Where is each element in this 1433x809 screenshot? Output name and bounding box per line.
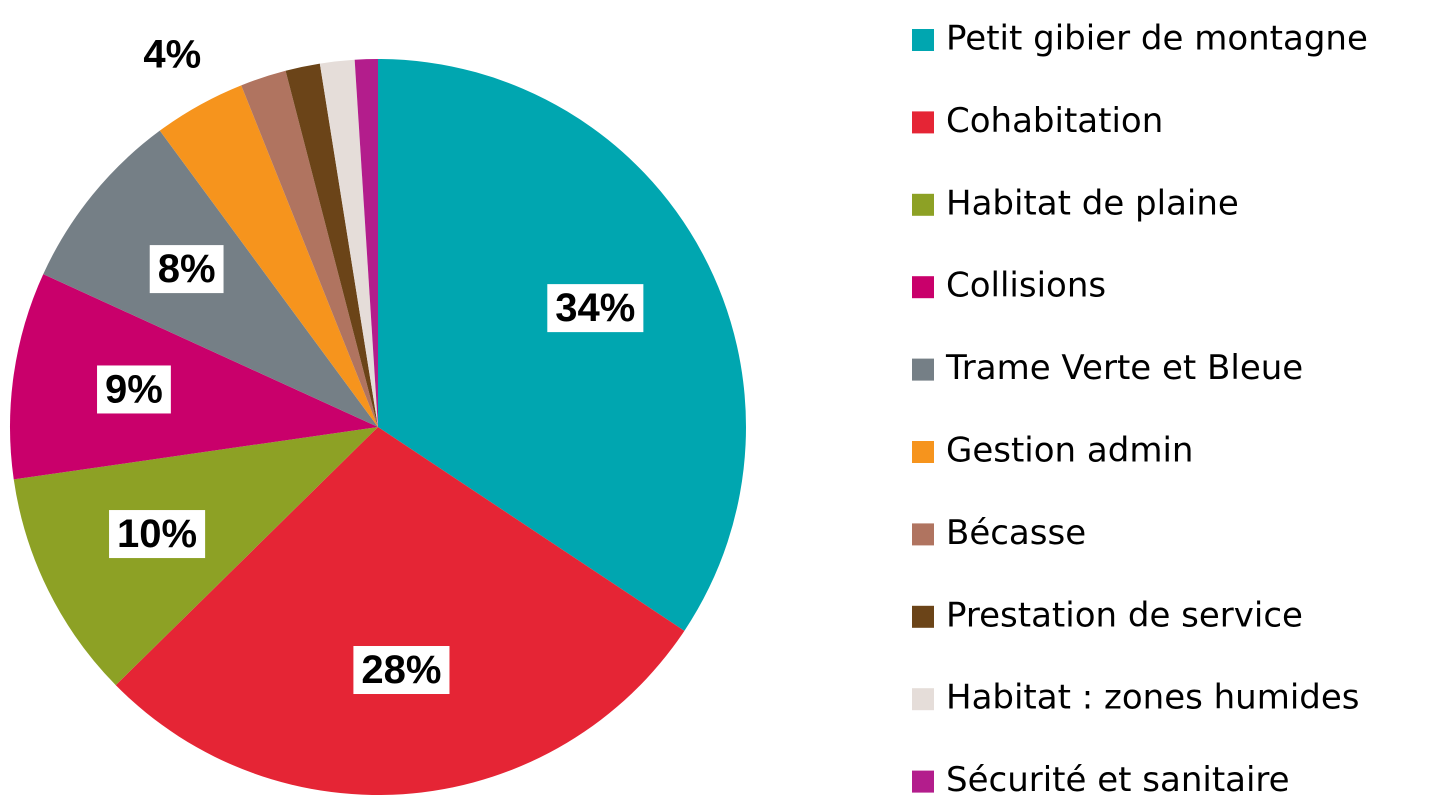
legend-label: Trame Verte et Bleue — [945, 348, 1303, 388]
data-label-group: 9% — [97, 365, 171, 414]
legend-swatch — [912, 29, 934, 51]
pie-slice — [319, 59, 378, 427]
legend-label: Cohabitation — [946, 101, 1163, 141]
legend-label: Prestation de service — [946, 595, 1303, 635]
pie-slice — [285, 63, 378, 427]
legend-label: Habitat de plaine — [946, 183, 1239, 223]
data-label: 34% — [555, 286, 635, 330]
pie-slice — [159, 85, 378, 428]
data-label: 9% — [105, 367, 163, 411]
legend-label: Collisions — [946, 266, 1106, 306]
legend-label: Bécasse — [946, 513, 1086, 553]
legend-swatch — [912, 358, 934, 381]
data-label-box — [353, 646, 450, 695]
data-label: 28% — [361, 648, 441, 692]
legend-label: Petit gibier de montagne — [946, 19, 1368, 59]
data-label: 4% — [143, 33, 201, 77]
pie-slice — [9, 274, 378, 480]
legend-swatch — [912, 441, 934, 463]
legend-swatch — [912, 523, 934, 546]
data-label-group: 8% — [149, 245, 224, 294]
data-label-box — [547, 284, 644, 333]
pie-slice — [354, 59, 378, 427]
data-label: 10% — [117, 512, 197, 556]
legend-label: Sécurité et sanitaire — [946, 760, 1290, 800]
legend-label: Habitat : zones humides — [946, 678, 1360, 718]
legend-swatch — [912, 193, 934, 216]
data-label-box — [97, 365, 171, 414]
data-label-group: 28% — [353, 646, 450, 695]
pie-slice — [241, 70, 378, 428]
legend-swatch — [912, 770, 934, 793]
legend-swatch — [912, 111, 934, 134]
legend-label: Gestion admin — [946, 431, 1193, 471]
data-label-box — [149, 245, 224, 294]
data-label-group: 4% — [143, 33, 201, 77]
data-label-group: 10% — [109, 510, 206, 559]
legend-swatch — [912, 688, 934, 711]
data-label: 8% — [158, 247, 216, 291]
data-label-group: 34% — [547, 284, 644, 333]
legend-swatch — [912, 276, 934, 299]
pie-slice — [115, 427, 685, 795]
pie-slice — [378, 59, 746, 631]
data-label-box — [109, 510, 206, 559]
legend-swatch — [912, 605, 934, 628]
